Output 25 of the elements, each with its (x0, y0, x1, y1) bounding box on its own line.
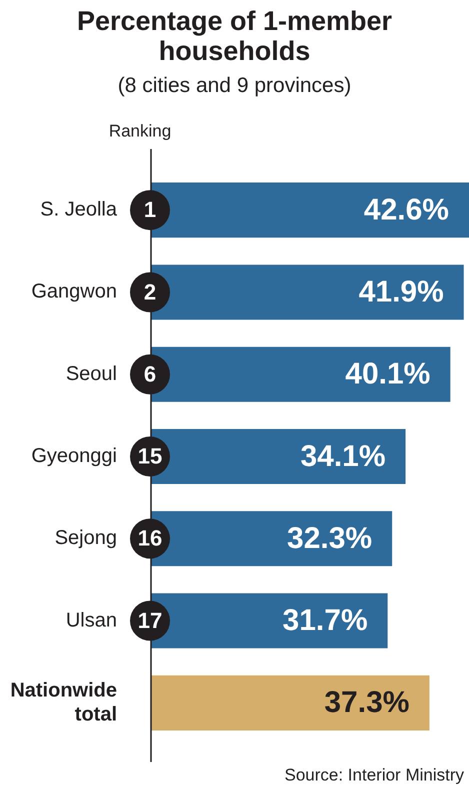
data-label: 32.3% (287, 522, 372, 555)
data-label: 40.1% (345, 358, 430, 391)
annotation: 6 (144, 361, 156, 386)
y-tick-label: Nationwide total (10, 679, 117, 726)
annotation: 2 (144, 279, 156, 304)
data-label: 31.7% (282, 604, 368, 638)
annotation: 15 (138, 444, 162, 469)
y-tick-label: Gangwon (31, 280, 117, 303)
y-tick-label: Ulsan (66, 609, 117, 632)
y-tick-label: Sejong (54, 527, 117, 550)
annotation: 17 (138, 608, 162, 633)
y-tick-label: S. Jeolla (40, 198, 118, 221)
chart-subtitle: (8 cities and 9 provinces) (116, 74, 352, 99)
y-tick-label: Seoul (66, 362, 117, 385)
data-label: 42.6% (364, 193, 449, 226)
text: Ranking (108, 122, 172, 141)
chart-title: Percentage of 1-member households (76, 6, 394, 66)
source-note: Source: Interior Ministry (284, 766, 464, 785)
data-label: 34.1% (300, 440, 386, 473)
bar (151, 675, 430, 730)
data-label: 37.3% (324, 686, 410, 720)
annotation: 16 (138, 526, 162, 551)
annotation: 1 (144, 197, 156, 222)
data-label: 41.9% (358, 275, 444, 308)
y-tick-label: Gyeonggi (31, 445, 117, 468)
